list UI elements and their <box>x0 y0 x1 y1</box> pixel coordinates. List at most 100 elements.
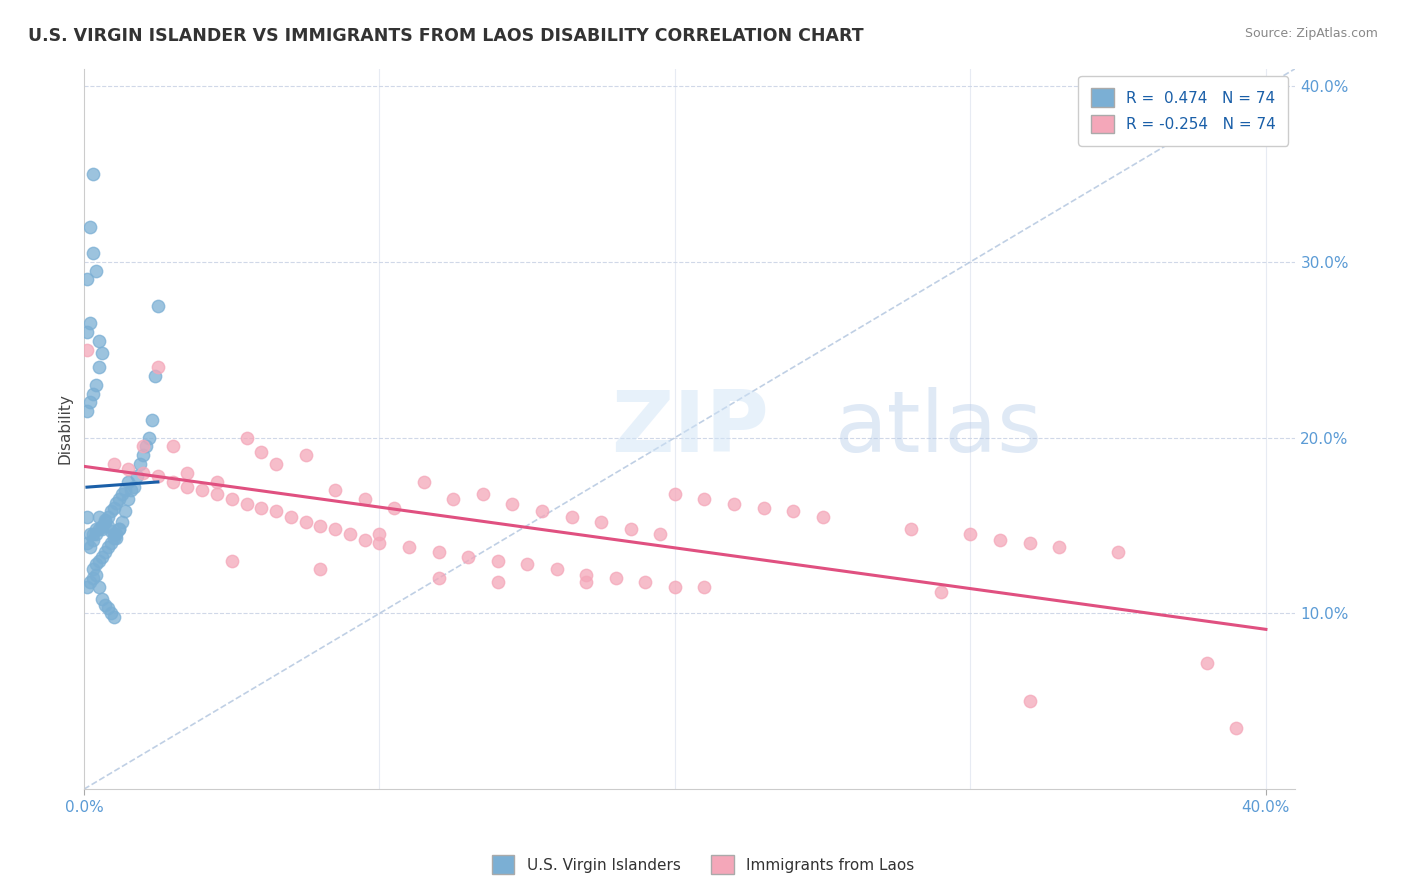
Point <box>546 562 568 576</box>
Point <box>90 518 112 533</box>
Point <box>441 492 464 507</box>
Point <box>205 487 228 501</box>
Point <box>471 487 494 501</box>
Point <box>191 483 214 498</box>
Point <box>122 480 145 494</box>
Point <box>280 509 302 524</box>
Point <box>1018 536 1040 550</box>
Point <box>176 480 198 494</box>
Point <box>146 360 169 375</box>
Point <box>339 527 361 541</box>
Point <box>143 369 166 384</box>
Point <box>100 536 122 550</box>
Point <box>1047 540 1070 554</box>
Point <box>79 540 101 554</box>
Point <box>103 500 125 515</box>
Point <box>79 395 101 409</box>
Point <box>108 492 131 507</box>
Point <box>176 466 198 480</box>
Point <box>79 574 101 589</box>
Point <box>82 533 104 547</box>
Point <box>575 574 598 589</box>
Point <box>146 469 169 483</box>
Point <box>132 439 155 453</box>
Point <box>129 457 152 471</box>
Point <box>93 598 115 612</box>
Point <box>959 527 981 541</box>
Point <box>105 496 128 510</box>
Point <box>605 571 627 585</box>
Point <box>84 527 107 541</box>
Point <box>103 610 125 624</box>
Point <box>97 509 120 524</box>
Point <box>114 504 136 518</box>
Point <box>1107 545 1129 559</box>
Point <box>82 386 104 401</box>
Point <box>90 550 112 565</box>
Text: Source: ZipAtlas.com: Source: ZipAtlas.com <box>1244 27 1378 40</box>
Point <box>76 509 98 524</box>
Point <box>398 540 420 554</box>
Point <box>76 272 98 286</box>
Point <box>87 334 110 348</box>
Point <box>752 500 775 515</box>
Point <box>427 545 450 559</box>
Point <box>1225 721 1247 735</box>
Point <box>138 431 160 445</box>
Point <box>250 444 273 458</box>
Point <box>76 343 98 357</box>
Point <box>382 500 405 515</box>
Point <box>486 554 509 568</box>
Point <box>79 527 101 541</box>
Point <box>162 439 184 453</box>
Point <box>90 522 112 536</box>
Text: atlas: atlas <box>835 387 1043 470</box>
Point <box>516 557 538 571</box>
Point <box>294 515 316 529</box>
Point <box>900 522 922 536</box>
Point <box>76 580 98 594</box>
Point <box>90 346 112 360</box>
Point <box>87 509 110 524</box>
Point <box>105 527 128 541</box>
Point <box>1018 694 1040 708</box>
Point <box>76 536 98 550</box>
Point <box>117 462 139 476</box>
Point <box>79 317 101 331</box>
Point <box>82 571 104 585</box>
Point <box>76 325 98 339</box>
Point <box>501 497 523 511</box>
Point <box>368 527 391 541</box>
Point <box>457 550 479 565</box>
Point <box>84 263 107 277</box>
Point <box>723 497 745 511</box>
Point <box>82 167 104 181</box>
Point <box>103 527 125 541</box>
Point <box>250 500 273 515</box>
Point <box>353 492 375 507</box>
Point <box>82 562 104 576</box>
Point <box>353 533 375 547</box>
Point <box>620 522 643 536</box>
Point <box>693 580 716 594</box>
Point <box>82 246 104 260</box>
Point <box>87 360 110 375</box>
Point <box>323 483 346 498</box>
Point <box>132 466 155 480</box>
Point <box>79 219 101 234</box>
Point <box>117 475 139 489</box>
Text: ZIP: ZIP <box>610 387 769 470</box>
Point <box>929 585 952 599</box>
Point <box>530 504 553 518</box>
Point <box>93 515 115 529</box>
Point <box>114 483 136 498</box>
Point <box>135 439 157 453</box>
Point <box>100 524 122 538</box>
Point <box>111 487 134 501</box>
Point <box>427 571 450 585</box>
Point <box>309 518 332 533</box>
Point <box>162 475 184 489</box>
Text: U.S. VIRGIN ISLANDER VS IMMIGRANTS FROM LAOS DISABILITY CORRELATION CHART: U.S. VIRGIN ISLANDER VS IMMIGRANTS FROM … <box>28 27 863 45</box>
Point <box>634 574 657 589</box>
Point <box>235 431 257 445</box>
